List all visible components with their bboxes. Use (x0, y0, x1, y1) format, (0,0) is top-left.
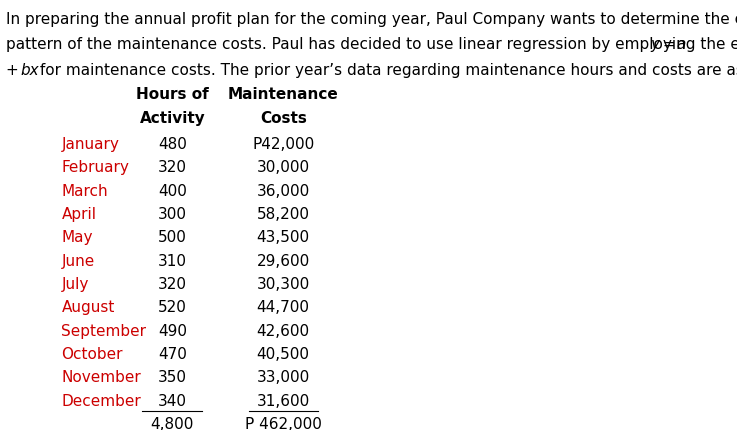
Text: August: August (61, 300, 115, 315)
Text: Maintenance: Maintenance (228, 87, 338, 102)
Text: Activity: Activity (139, 111, 205, 126)
Text: 33,000: 33,000 (256, 369, 310, 384)
Text: 340: 340 (158, 393, 187, 408)
Text: In preparing the annual profit plan for the coming year, Paul Company wants to d: In preparing the annual profit plan for … (6, 12, 737, 27)
Text: 490: 490 (158, 323, 187, 338)
Text: pattern of the maintenance costs. Paul has decided to use linear regression by e: pattern of the maintenance costs. Paul h… (6, 37, 737, 52)
Text: June: June (61, 253, 95, 268)
Text: 320: 320 (158, 276, 187, 291)
Text: 30,300: 30,300 (256, 276, 310, 291)
Text: 520: 520 (158, 300, 186, 315)
Text: 42,600: 42,600 (256, 323, 310, 338)
Text: 40,500: 40,500 (256, 346, 310, 361)
Text: y: y (651, 37, 660, 52)
Text: December: December (61, 393, 142, 408)
Text: 31,600: 31,600 (256, 393, 310, 408)
Text: 43,500: 43,500 (256, 230, 310, 245)
Text: Hours of: Hours of (136, 87, 209, 102)
Text: July: July (61, 276, 89, 291)
Text: +: + (6, 63, 24, 78)
Text: January: January (61, 137, 119, 152)
Text: 350: 350 (158, 369, 187, 384)
Text: for maintenance costs. The prior year’s data regarding maintenance hours and cos: for maintenance costs. The prior year’s … (35, 63, 737, 78)
Text: May: May (61, 230, 93, 245)
Text: February: February (61, 160, 129, 175)
Text: 29,600: 29,600 (256, 253, 310, 268)
Text: 480: 480 (158, 137, 186, 152)
Text: 310: 310 (158, 253, 187, 268)
Text: P 462,000: P 462,000 (245, 416, 321, 430)
Text: September: September (61, 323, 147, 338)
Text: 58,200: 58,200 (256, 206, 310, 221)
Text: November: November (61, 369, 142, 384)
Text: 300: 300 (158, 206, 187, 221)
Text: bx: bx (20, 63, 39, 78)
Text: a: a (676, 37, 685, 52)
Text: =: = (658, 37, 680, 52)
Text: 320: 320 (158, 160, 187, 175)
Text: 30,000: 30,000 (256, 160, 310, 175)
Text: 400: 400 (158, 183, 186, 198)
Text: 500: 500 (158, 230, 186, 245)
Text: 36,000: 36,000 (256, 183, 310, 198)
Text: 44,700: 44,700 (256, 300, 310, 315)
Text: 4,800: 4,800 (150, 416, 194, 430)
Text: October: October (61, 346, 123, 361)
Text: Costs: Costs (260, 111, 307, 126)
Text: March: March (61, 183, 108, 198)
Text: 470: 470 (158, 346, 186, 361)
Text: April: April (61, 206, 97, 221)
Text: P42,000: P42,000 (252, 137, 315, 152)
